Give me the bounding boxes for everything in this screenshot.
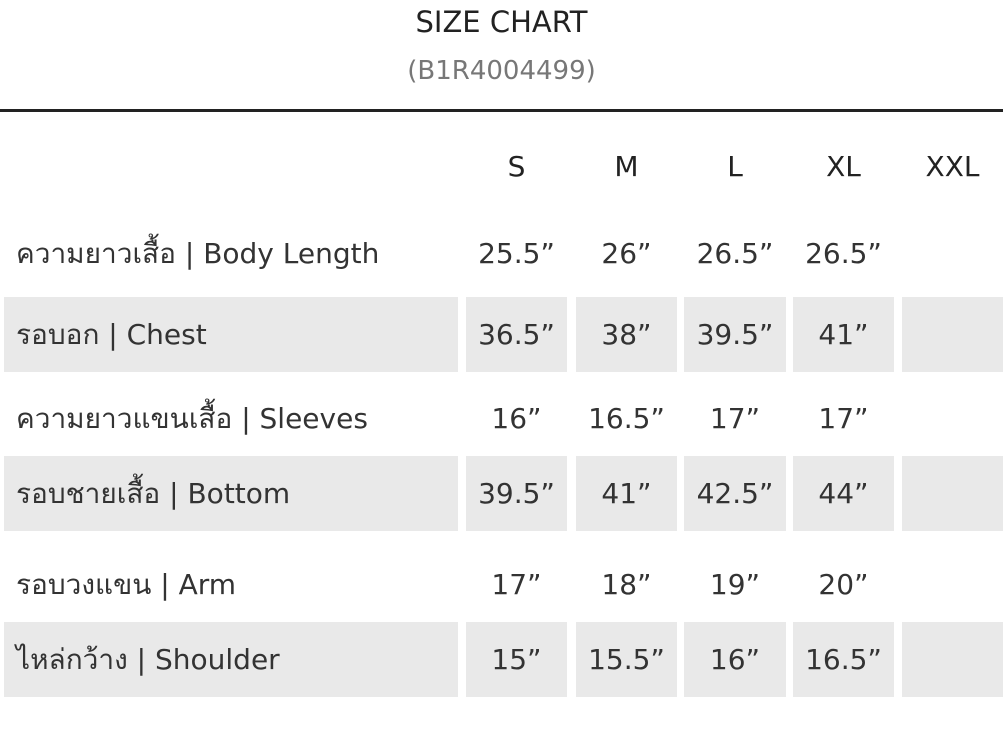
- measurement-cell: 16.5”: [793, 622, 894, 697]
- measurement-cell: 38”: [576, 297, 677, 372]
- measurement-cell: 19”: [709, 568, 761, 601]
- measurement-cell: 15”: [466, 622, 567, 697]
- measurement-cell: 16”: [491, 402, 542, 435]
- table-row: รอบวงแขน | Arm 17” 18” 19” 20”: [0, 547, 1003, 622]
- measurement-cell: 16.5”: [588, 402, 665, 435]
- measurement-cell: [902, 456, 1003, 531]
- divider: [0, 109, 1003, 112]
- measurement-cell: [902, 381, 1003, 456]
- measurement-cell: [902, 216, 1003, 291]
- measurement-cell: 26”: [601, 237, 652, 270]
- measurement-cell: [902, 297, 1003, 372]
- table-row: รอบชายเสื้อ | Bottom 39.5” 41” 42.5” 44”: [0, 456, 1003, 531]
- size-header-l: L: [727, 150, 743, 183]
- measurement-cell: 41”: [793, 297, 894, 372]
- row-label: ความยาวเสื้อ | Body Length: [16, 236, 380, 270]
- row-label: รอบวงแขน | Arm: [16, 567, 237, 601]
- measurement-cell: 39.5”: [684, 297, 786, 372]
- measurement-cell: 17”: [709, 402, 761, 435]
- row-label: รอบอก | Chest: [4, 297, 458, 372]
- table-row: ไหล่กว้าง | Shoulder 15” 15.5” 16” 16.5”: [0, 622, 1003, 697]
- measurement-cell: 42.5”: [684, 456, 786, 531]
- measurement-cell: [902, 622, 1003, 697]
- measurement-cell: 39.5”: [466, 456, 567, 531]
- page-title: SIZE CHART: [415, 5, 588, 39]
- row-label: ไหล่กว้าง | Shoulder: [4, 622, 458, 697]
- measurement-cell: [902, 547, 1003, 622]
- measurement-cell: 18”: [601, 568, 652, 601]
- table-row: ความยาวเสื้อ | Body Length 25.5” 26” 26.5” 2…: [0, 216, 1003, 291]
- table-row: ความยาวแขนเสื้อ | Sleeves 16” 16.5” 17” 17”: [0, 381, 1003, 456]
- row-label: รอบชายเสื้อ | Bottom: [4, 456, 458, 531]
- product-code: (B1R4004499): [407, 56, 596, 86]
- measurement-cell: 25.5”: [478, 237, 555, 270]
- measurement-cell: 44”: [793, 456, 894, 531]
- measurement-cell: 36.5”: [466, 297, 567, 372]
- row-label: ความยาวแขนเสื้อ | Sleeves: [16, 401, 368, 435]
- size-header-s: S: [507, 150, 526, 183]
- measurement-cell: 15.5”: [576, 622, 677, 697]
- measurement-cell: 20”: [818, 568, 869, 601]
- table-row: รอบอก | Chest 36.5” 38” 39.5” 41”: [0, 297, 1003, 372]
- measurement-cell: 16”: [684, 622, 786, 697]
- measurement-cell: 41”: [576, 456, 677, 531]
- size-header-xxl: XXL: [925, 150, 980, 183]
- measurement-cell: 26.5”: [696, 237, 774, 270]
- measurement-cell: 17”: [491, 568, 542, 601]
- size-header-xl: XL: [826, 150, 861, 183]
- measurement-cell: 26.5”: [805, 237, 882, 270]
- size-header-m: M: [614, 150, 639, 183]
- measurement-cell: 17”: [818, 402, 869, 435]
